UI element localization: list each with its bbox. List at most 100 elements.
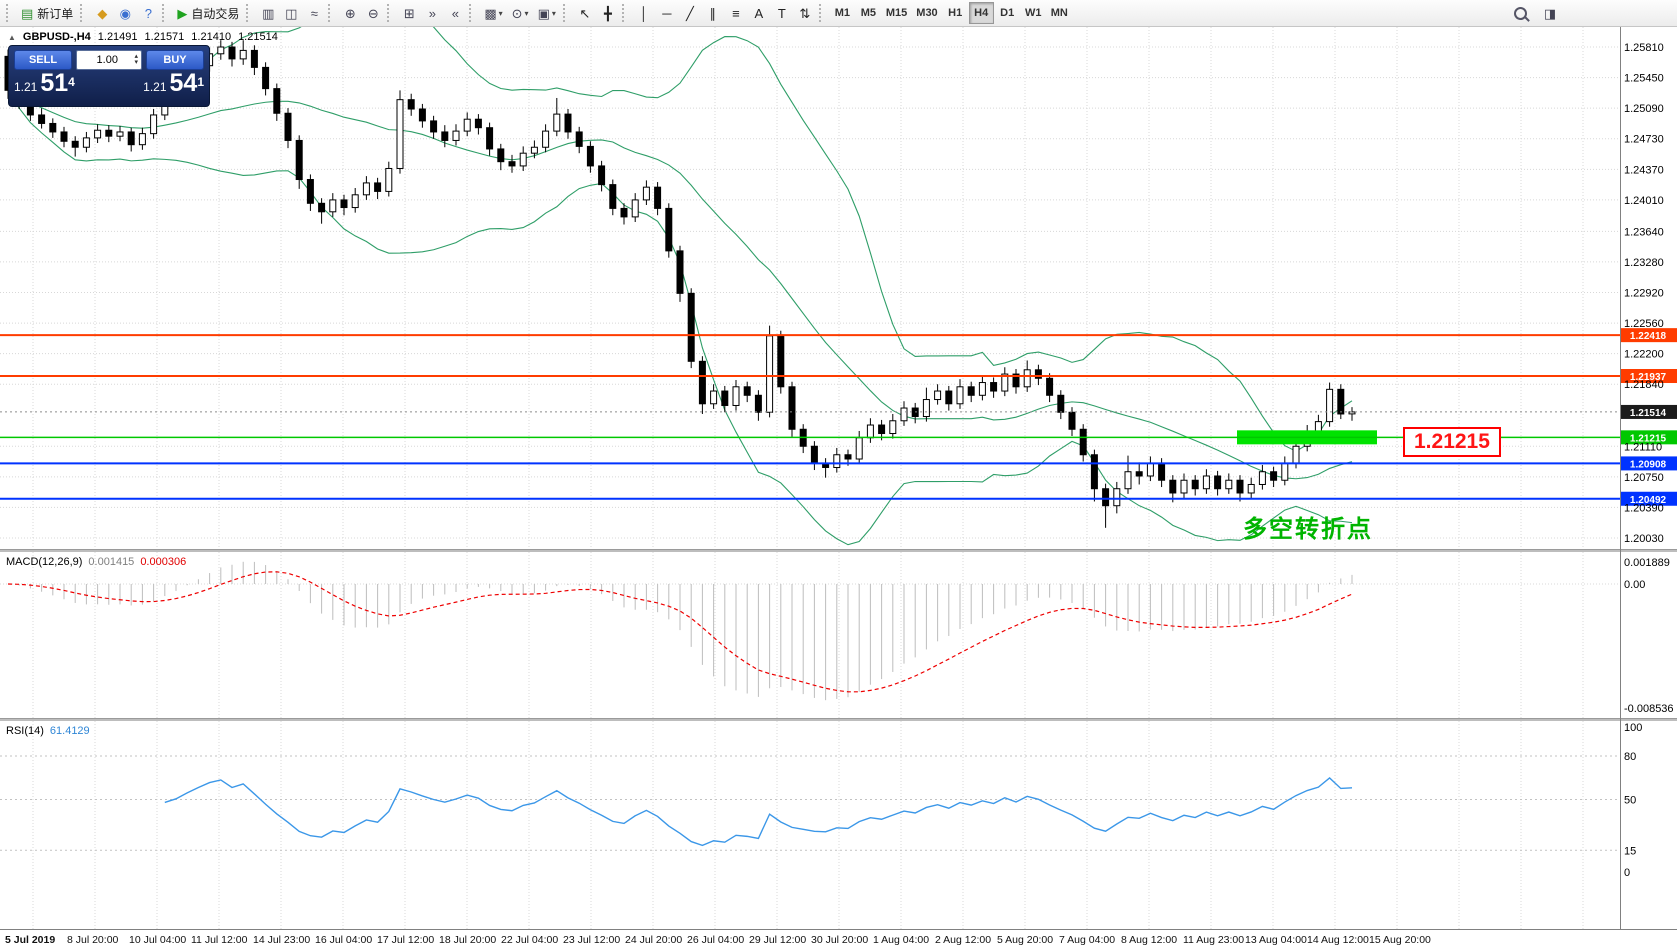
buy-button[interactable]: BUY (146, 50, 204, 70)
new-chart-button[interactable]: ▩ ▾ (480, 2, 506, 24)
cursor-button[interactable]: ↖ (574, 2, 596, 24)
autotrading-button[interactable]: ▶ 自动交易 (173, 2, 243, 24)
timeframe-m1-button[interactable]: M1 (830, 2, 855, 24)
timeframe-w1-button[interactable]: W1 (1021, 2, 1046, 24)
macd-histogram (18, 561, 1353, 701)
crosshair-button[interactable]: ╋ (597, 2, 619, 24)
toolbar-grip[interactable] (80, 4, 86, 22)
chart-shift-button[interactable]: « (444, 2, 466, 24)
periods-button[interactable]: ⊙ ▾ (508, 2, 533, 24)
trendline-button[interactable]: ╱ (679, 2, 701, 24)
main-chart-canvas[interactable]: 1.22418 1.21937 1.21215 1.20908 1.20492 1.215… (0, 27, 1677, 549)
toolbar-grip[interactable] (387, 4, 393, 22)
community-button[interactable]: ◉ (114, 2, 136, 24)
rsi-panel: 100 80 50 15 0 RSI(14) 61.4129 (0, 721, 1677, 929)
line-chart-button[interactable]: ≈ (303, 2, 325, 24)
sell-button[interactable]: SELL (14, 50, 72, 70)
svg-text:1.20390: 1.20390 (1624, 502, 1664, 514)
time-axis-label: 1 Aug 04:00 (873, 934, 930, 946)
svg-text:1.22920: 1.22920 (1624, 288, 1664, 300)
toolbar-grip[interactable] (246, 4, 252, 22)
vertical-line-icon: │ (639, 5, 648, 21)
macd-panel: 0.001889 0.00 -0.008536 MACD(12,26,9) 0.001… (0, 552, 1677, 718)
svg-text:1.21514: 1.21514 (1630, 408, 1667, 419)
svg-text:1.25090: 1.25090 (1624, 103, 1664, 115)
toolbar-grip[interactable] (621, 4, 628, 22)
toolbar-grip[interactable] (328, 4, 334, 22)
buy-price-display[interactable]: 1.21 541 (143, 69, 204, 97)
candlestick-chart-button[interactable]: ◫ (280, 2, 302, 24)
time-axis-label: 13 Aug 04:00 (1245, 934, 1307, 946)
timeframe-m15-button[interactable]: M15 (882, 2, 911, 24)
panel-splitter[interactable] (0, 549, 1677, 552)
label-button[interactable]: T (771, 2, 793, 24)
svg-text:1.20492: 1.20492 (1630, 495, 1667, 506)
help-icon: ? (144, 5, 152, 21)
rsi-canvas[interactable]: 100 80 50 15 0 (0, 721, 1677, 929)
macd-canvas[interactable]: 0.001889 0.00 -0.008536 (0, 552, 1677, 718)
auto-scroll-button[interactable]: » (421, 2, 443, 24)
chevron-down-icon[interactable]: ▾ (551, 8, 556, 18)
timeframe-m30-button[interactable]: M30 (912, 2, 941, 24)
bid-price-line: 1.21514 (0, 404, 1677, 419)
text-icon: A (754, 5, 764, 21)
candlestick-series (4, 40, 1356, 528)
price-axis-labels[interactable]: 1.25810 1.25450 1.25090 1.24730 1.24370 1.240… (1624, 42, 1664, 545)
toolbar-grip[interactable] (469, 4, 475, 22)
time-axis-label: 23 Jul 12:00 (563, 934, 621, 946)
time-axis-label: 15 Aug 20:00 (1369, 934, 1431, 946)
vertical-line-button[interactable]: │ (633, 2, 655, 24)
tile-windows-button[interactable]: ⊞ (398, 2, 420, 24)
chevron-down-icon[interactable]: ▾ (498, 8, 503, 18)
one-click-expand-icon[interactable]: ▲ (8, 32, 16, 42)
horizontal-lines[interactable]: 1.22418 1.21937 1.21215 1.20908 1.20492 (0, 328, 1677, 506)
ohlc-high: 1.21571 (144, 31, 185, 43)
bar-chart-button[interactable]: ▥ (257, 2, 279, 24)
time-axis-label: 24 Jul 20:00 (625, 934, 683, 946)
panel-splitter[interactable] (0, 718, 1677, 721)
symbol-title: GBPUSD-,H4 (22, 31, 91, 43)
chevron-down-icon[interactable]: ▾ (524, 8, 529, 18)
volume-down-icon[interactable]: ▾ (134, 59, 138, 66)
toolbar-grip[interactable] (562, 4, 569, 22)
sell-price-display[interactable]: 1.21 514 (14, 69, 75, 97)
toolbar-grip[interactable] (818, 4, 825, 22)
price-callout[interactable]: 1.21215 (1403, 427, 1501, 457)
fibonacci-button[interactable]: ≡ (725, 2, 747, 24)
text-button[interactable]: A (748, 2, 770, 24)
new-chart-icon: ▩ (484, 5, 497, 21)
toolbar-grip[interactable] (6, 4, 12, 22)
chart-shift-icon: « (451, 5, 459, 21)
arrows-button[interactable]: ⇅ (794, 2, 816, 24)
macd-signal-value: 0.000306 (140, 556, 187, 568)
templates-button[interactable]: ▣ ▾ (534, 2, 560, 24)
new-order-button[interactable]: ▤ 新订单 (17, 2, 77, 24)
annotation-text[interactable]: 多空转折点 (1243, 516, 1373, 543)
svg-text:1.20030: 1.20030 (1624, 533, 1664, 545)
channel-button[interactable]: ∥ (702, 2, 724, 24)
horizontal-line-button[interactable]: ─ (656, 2, 678, 24)
toolbar-grip[interactable] (162, 4, 168, 22)
zoom-out-button[interactable]: ⊖ (362, 2, 384, 24)
svg-text:1.21215: 1.21215 (1630, 433, 1667, 444)
time-axis[interactable]: 5 Jul 2019 8 Jul 20:00 10 Jul 04:00 11 Jul … (0, 929, 1677, 950)
zoom-in-button[interactable]: ⊕ (339, 2, 361, 24)
timeframe-h1-button[interactable]: H1 (943, 2, 968, 24)
volume-up-icon[interactable]: ▴ (134, 53, 138, 60)
trendline-icon: ╱ (685, 5, 694, 21)
ohlc-open: 1.21491 (97, 31, 138, 43)
timeframe-d1-button[interactable]: D1 (995, 2, 1020, 24)
timeframe-m5-button[interactable]: M5 (856, 2, 881, 24)
volume-value[interactable]: 1.00 (96, 54, 118, 66)
main-chart-panel: 1.22418 1.21937 1.21215 1.20908 1.20492 1.215… (0, 27, 1677, 549)
timeframe-h4-button[interactable]: H4 (968, 2, 994, 24)
volume-field[interactable]: 1.00 ▴ ▾ (76, 50, 142, 70)
svg-text:0.00: 0.00 (1624, 579, 1645, 591)
window-list-button[interactable]: ◨ (1539, 2, 1561, 24)
help-button[interactable]: ? (137, 2, 159, 24)
search-button[interactable] (1509, 2, 1531, 24)
bar-chart-icon: ▥ (262, 5, 275, 21)
metaeditor-button[interactable]: ◆ (91, 2, 113, 24)
timeframe-mn-button[interactable]: MN (1047, 2, 1072, 24)
svg-text:1.22418: 1.22418 (1630, 331, 1667, 342)
